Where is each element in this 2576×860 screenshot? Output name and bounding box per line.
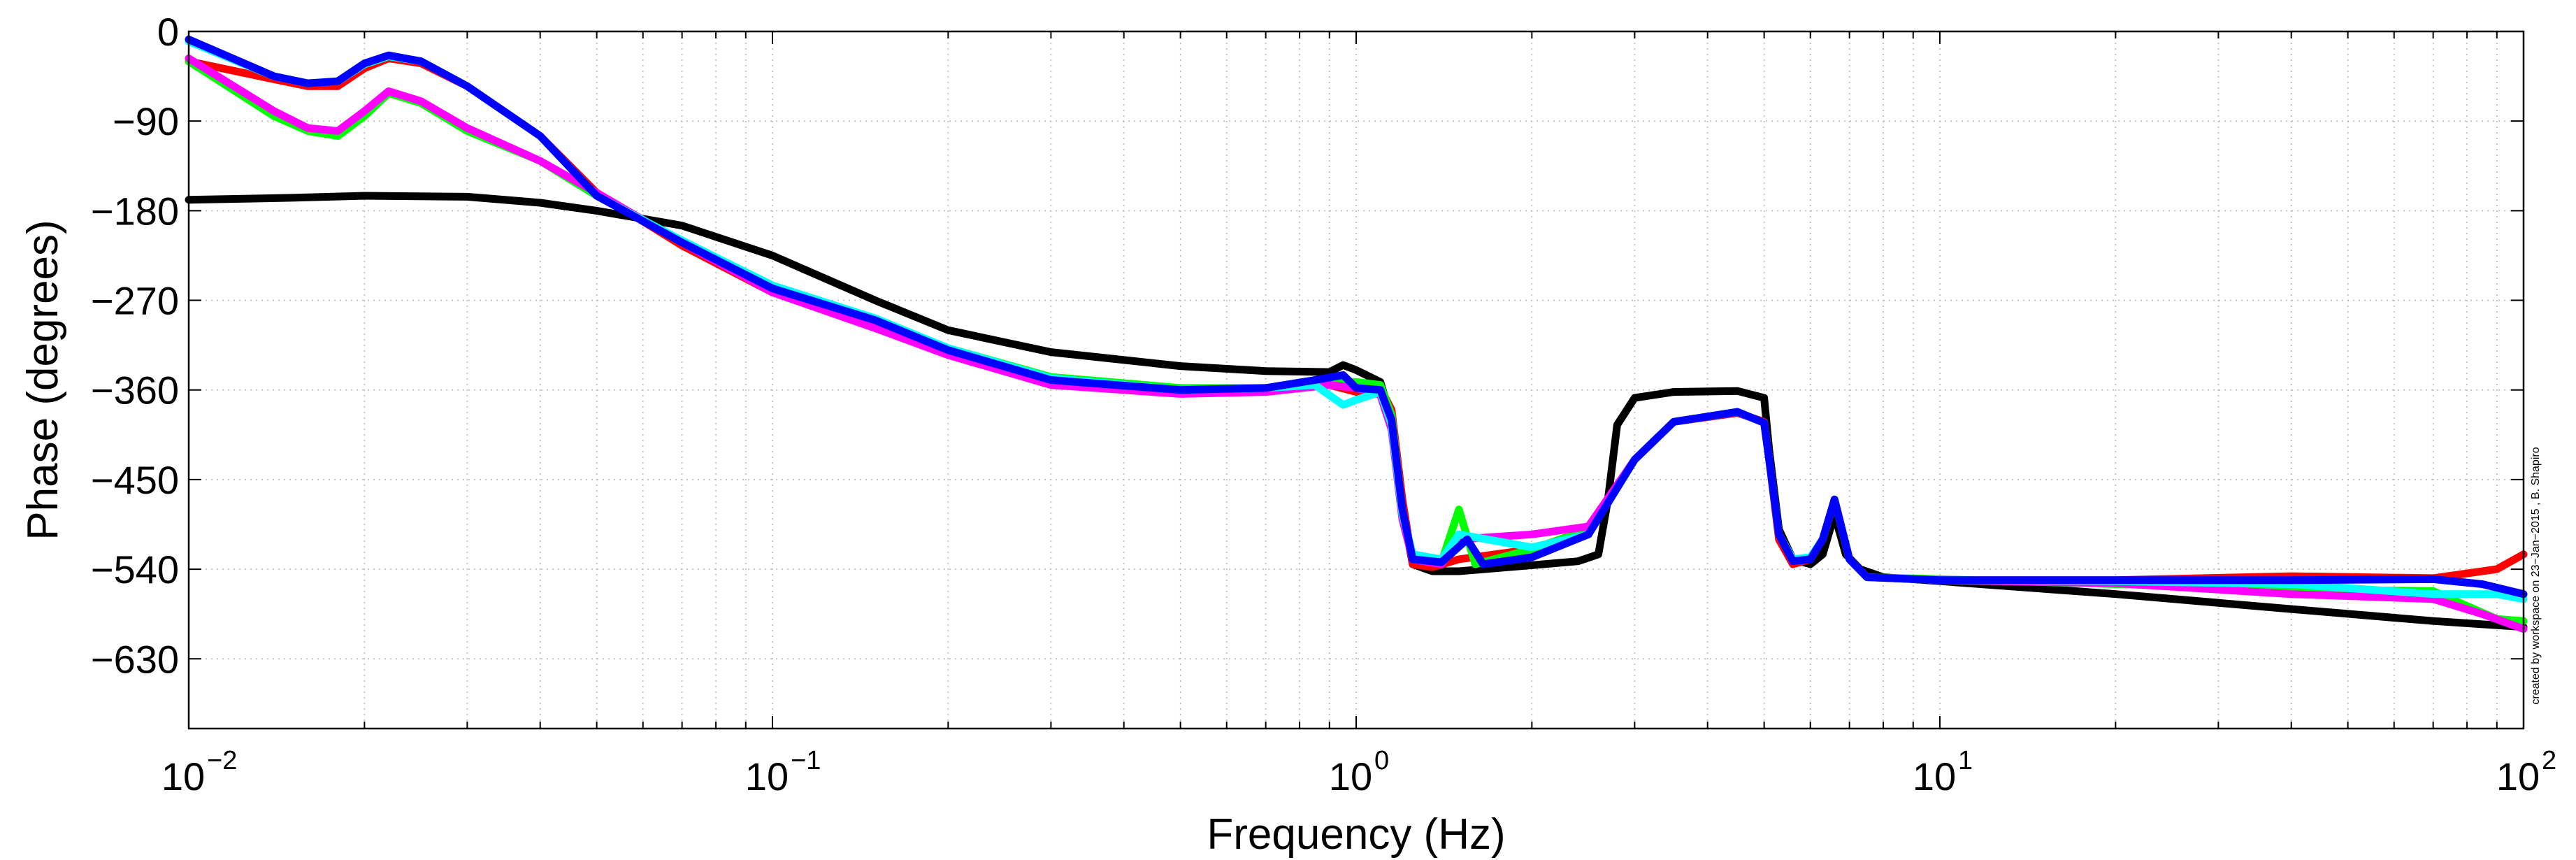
y-tick-label: −450 [91,458,179,502]
series-group [185,35,2528,633]
y-tick-label: −180 [91,189,179,233]
x-tick-label: 10 [1913,754,1956,798]
credit-annotation: created by workspace on 23−Jan−2015 , B.… [2530,447,2542,704]
x-tick-exponent: 2 [2542,746,2556,775]
x-axis-title: Frequency (Hz) [1207,810,1505,859]
x-tick-label: 10 [745,754,789,798]
x-tick-exponent: 1 [1958,746,1973,775]
y-tick-label: −540 [91,547,179,592]
x-tick-label: 10 [1329,754,1372,798]
y-tick-label: −360 [91,368,179,413]
x-tick-label: 10 [2496,754,2540,798]
x-tick-label: 10 [161,754,205,798]
tick-marks [188,31,2524,729]
series-line-6 [185,35,2528,599]
y-tick-label: −90 [113,99,179,143]
x-tick-exponent: 0 [1374,746,1389,775]
y-tick-label: −270 [91,279,179,323]
y-tick-label: 0 [157,10,179,54]
x-tick-exponent: −1 [791,746,821,775]
y-axis-title: Phase (degrees) [19,220,67,540]
y-tick-label: −630 [91,637,179,681]
x-tick-exponent: −2 [207,746,237,775]
